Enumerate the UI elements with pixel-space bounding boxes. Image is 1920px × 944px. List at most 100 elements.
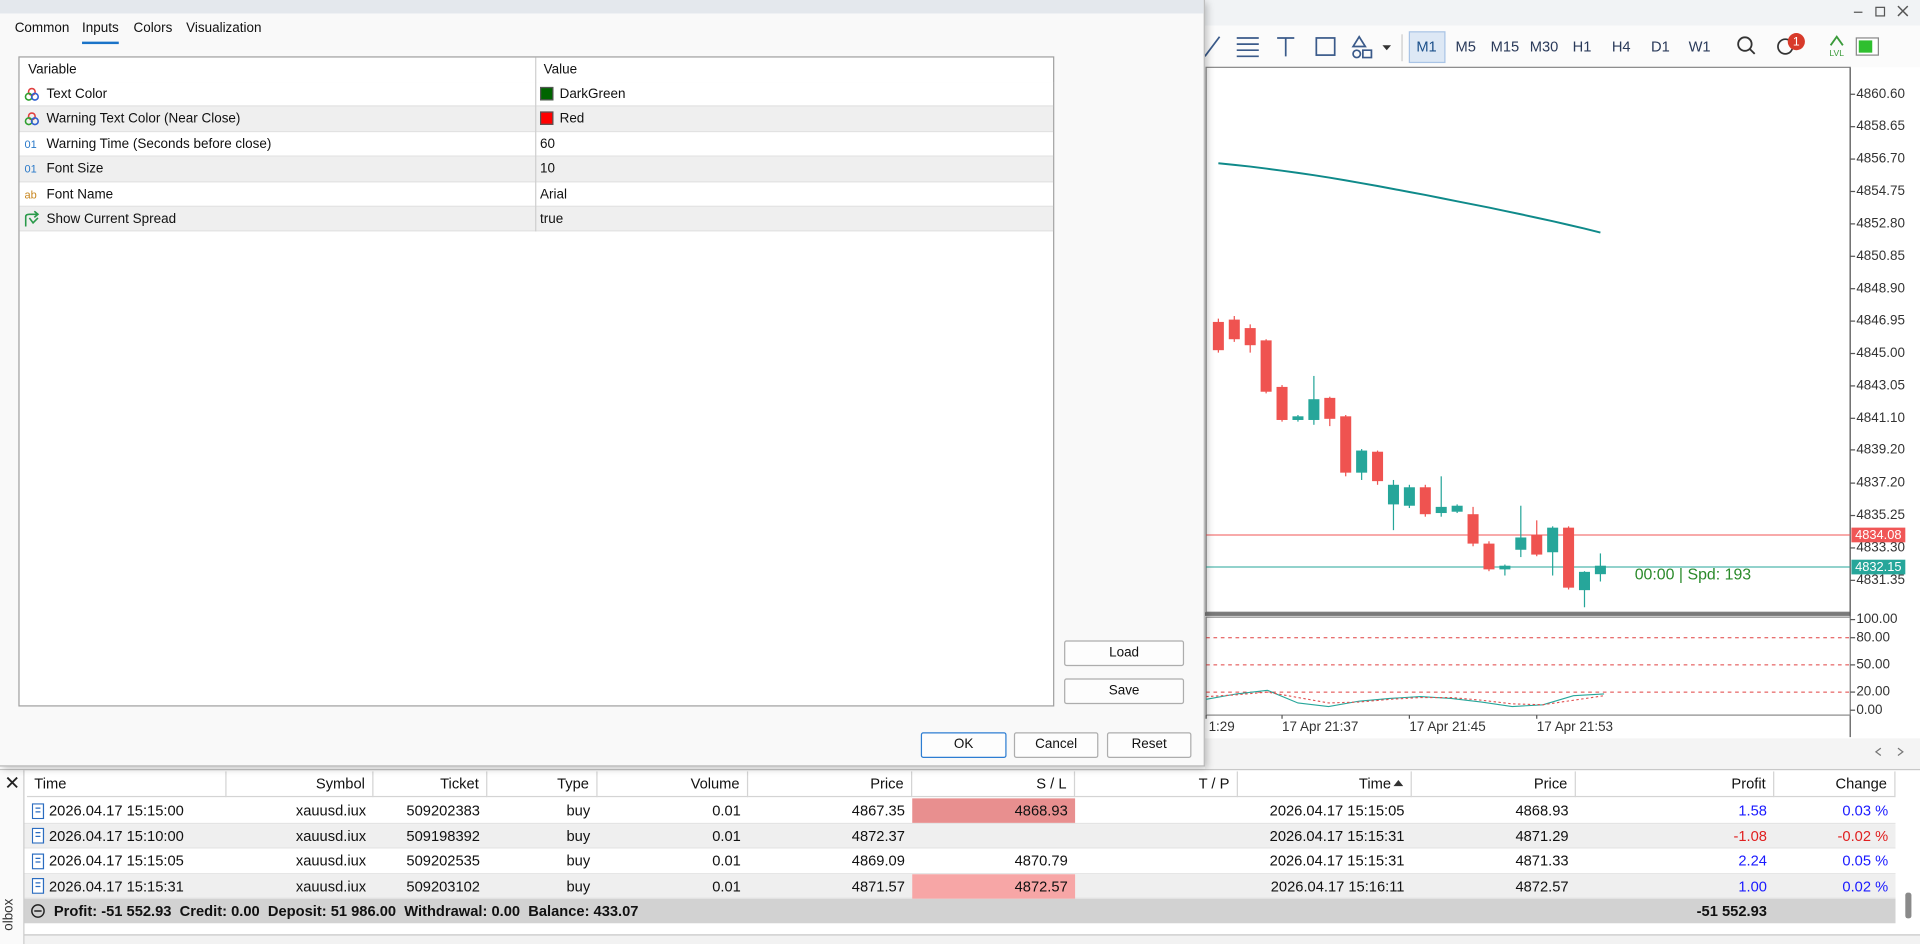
y-tick-label: 4856.70 [1856,151,1905,166]
dialog-button[interactable]: Cancel [1013,732,1099,758]
deal-icon [31,827,45,844]
header-variable: Variable [28,62,77,78]
candle-body [1292,416,1304,420]
timeframe-button[interactable]: W1 [1689,40,1711,56]
panel-close[interactable] [5,775,20,790]
window-separator [1204,612,1920,616]
dialog-tab[interactable]: Inputs [82,20,119,36]
trade-cell: 4869.09 [851,852,905,870]
candle-body [1228,319,1240,340]
column-header[interactable]: Time [26,771,227,798]
candle-body [1435,506,1447,514]
lvl-icon [1829,35,1844,46]
panel-side-label: olbox [1,898,17,931]
column-header[interactable]: Price [1411,771,1576,798]
column-header[interactable]: Volume [597,771,749,798]
column-header[interactable]: Symbol [226,771,374,798]
column-header[interactable]: Change [1774,771,1896,798]
candle-body [1356,450,1368,473]
column-header[interactable]: Type [487,771,598,798]
deal-lines [35,806,41,812]
input-row[interactable]: 01 Font Size 10 [19,156,1054,182]
dialog-tab[interactable]: Visualization [186,20,262,36]
ask-tag-label: 4834.08 [1855,527,1901,542]
indicator-line [1206,691,1605,706]
color-icon [24,87,40,101]
trade-cell: xauusd.iux [295,827,367,845]
bid-tag [1851,559,1906,575]
tool-shapes [1351,35,1373,59]
dialog-button[interactable]: OK [920,732,1007,758]
trade-cell: 4867.35 [851,802,905,820]
panel-left-strip [0,770,25,944]
input-row[interactable]: Show Current Spread true [19,206,1054,232]
collapse-icon[interactable] [31,904,46,919]
variable-name: Text Color [46,86,108,102]
column-header[interactable]: Profit [1575,771,1775,798]
candle-body [1467,514,1479,544]
column-header[interactable]: Ticket [373,771,488,798]
dialog-tab[interactable]: Common [14,20,70,36]
variable-value: true [540,211,564,227]
deal-lines [35,832,41,837]
active-tab-underline [82,41,119,45]
timeframe-button[interactable]: H4 [1612,40,1631,56]
dialog-button[interactable]: Reset [1106,732,1192,758]
tool-shapes-circle [1352,49,1362,59]
trade-cell: 0.01 [712,802,741,820]
input-row[interactable]: Warning Text Color (Near Close) Red [19,107,1054,132]
timeframe-button[interactable]: M15 [1491,40,1520,56]
price-axis [1850,67,1920,738]
trade-cell: 0.01 [712,877,741,895]
trade-cell: 1.58 [1738,802,1767,820]
type-icon: ab [24,188,37,201]
indicator-y-tick-label: 20.00 [1856,684,1890,699]
column-header[interactable]: S / L [912,771,1076,798]
trade-cell: buy [566,877,591,895]
y-tick-label: 4831.35 [1856,572,1905,587]
y-tick-label: 4852.80 [1856,215,1905,230]
color-dot [30,92,40,101]
timeframe-button[interactable]: M1 [1416,40,1436,56]
trade-cell: 509203102 [406,877,480,895]
bool-icon [24,210,40,227]
input-row[interactable]: ab Font Name Arial [19,181,1054,207]
column-divider [535,57,537,232]
variable-value: 60 [540,136,555,152]
variable-value: DarkGreen [559,86,626,102]
trade-cell: buy [566,827,591,845]
column-header[interactable]: Price [748,771,913,798]
side-button[interactable]: Save [1064,678,1185,705]
candle-body [1594,565,1606,575]
trade-cell: -0.02 % [1837,827,1889,845]
input-row[interactable]: 01 Warning Time (Seconds before close) 60 [19,131,1054,157]
sl-highlight [912,798,1076,823]
trade-cell: 4872.57 [1014,877,1068,895]
alert-count: 1 [1793,34,1800,48]
candle-body [1419,487,1431,515]
candle-body [1324,397,1336,419]
trade-row[interactable] [24,823,1896,849]
tool-line [1204,36,1221,57]
timeframe-button[interactable]: D1 [1651,40,1670,56]
variable-value: 10 [540,161,555,177]
candle-body [1547,527,1559,553]
side-button[interactable]: Load [1064,640,1185,667]
timeframe-button[interactable]: H1 [1573,40,1592,56]
trade-cell: 2026.04.17 15:15:05 [1269,802,1405,820]
column-header[interactable]: Time [1237,771,1412,798]
trade-row[interactable] [24,848,1896,874]
column-header[interactable]: T / P [1075,771,1238,798]
input-row[interactable]: Text Color DarkGreen [19,82,1054,108]
trade-cell: 4871.57 [851,877,905,895]
dialog-tab[interactable]: Colors [133,20,173,36]
timeframe-button[interactable]: M5 [1456,40,1476,56]
restore-icon [1875,6,1886,17]
sort-glyph [1393,780,1404,787]
trade-cell: 0.02 % [1842,877,1889,895]
candle-body [1515,537,1527,550]
trade-cell: xauusd.iux [295,852,367,870]
timeframe-button[interactable]: M30 [1530,40,1559,56]
